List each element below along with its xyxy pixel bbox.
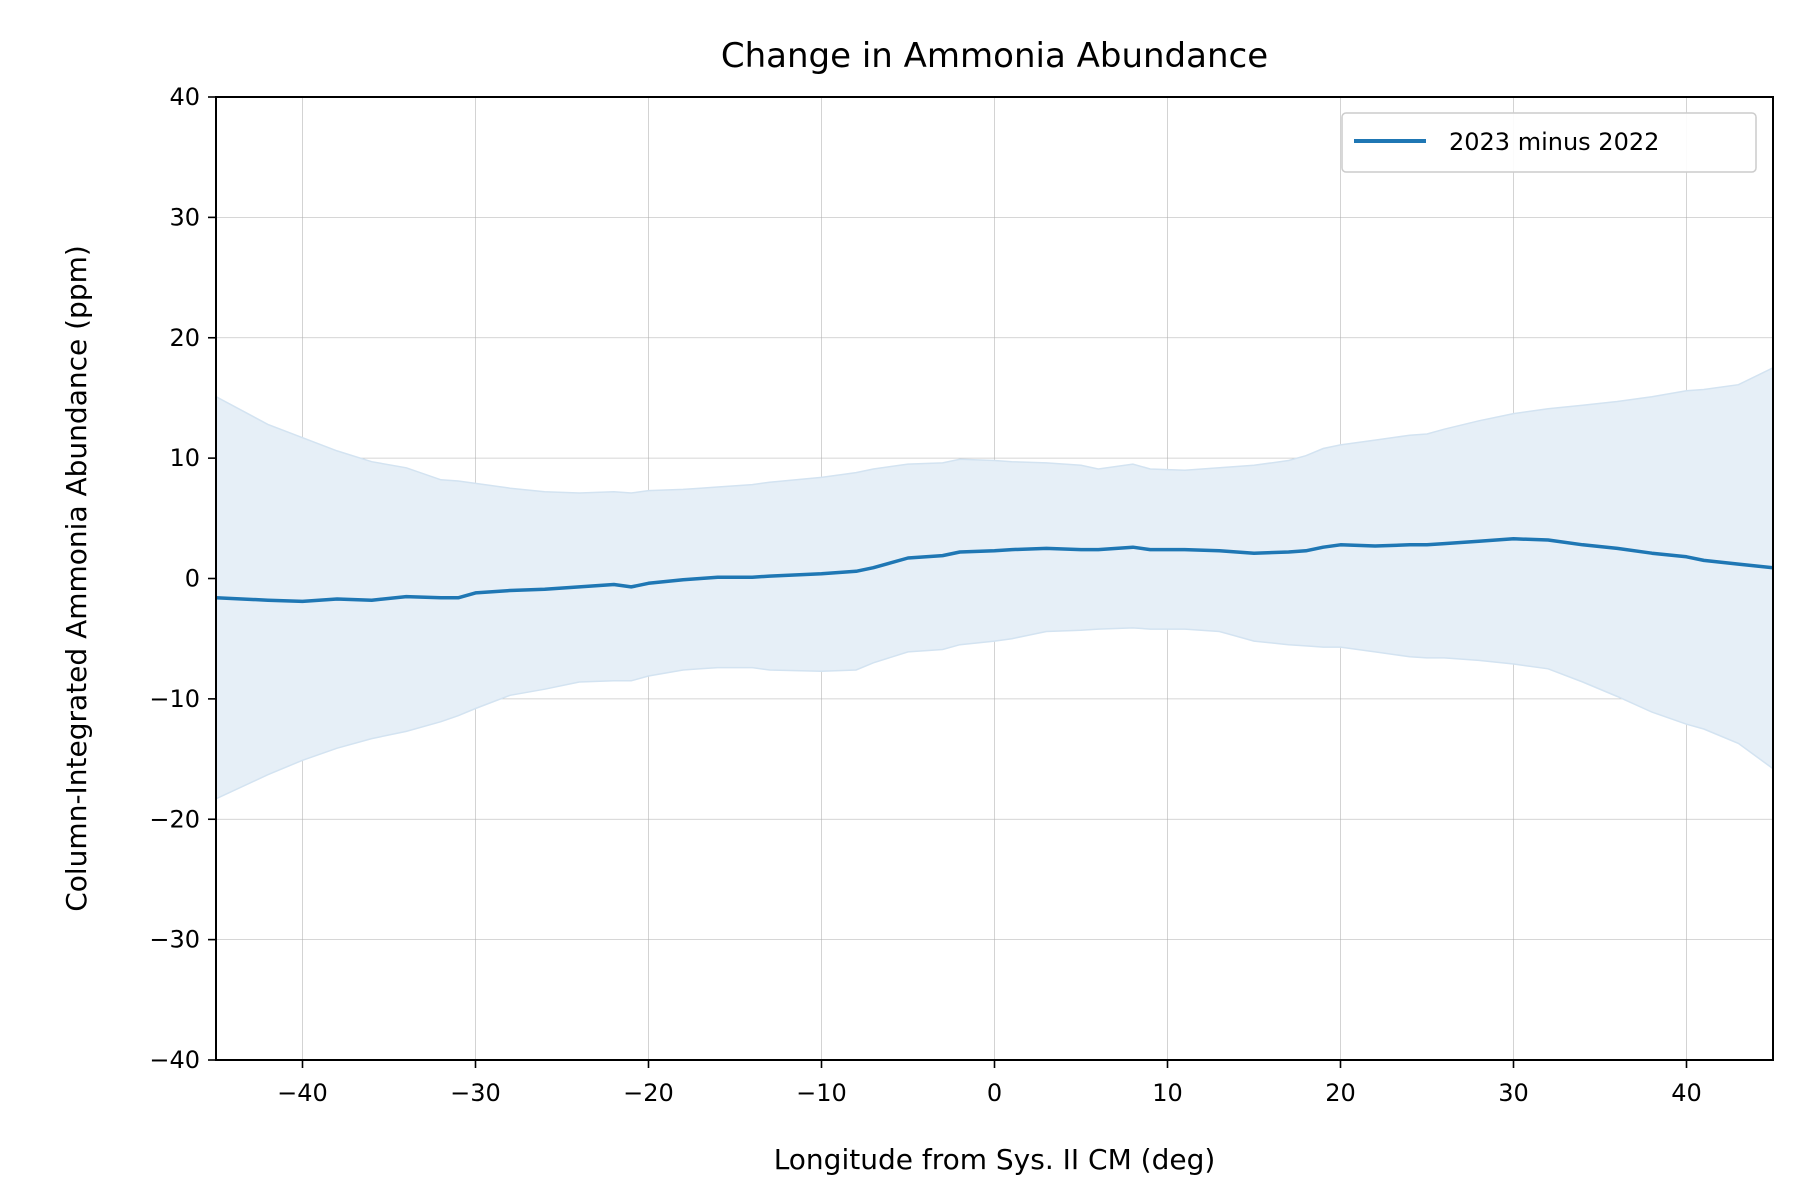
x-axis-label: Longitude from Sys. II CM (deg) — [774, 1143, 1216, 1176]
x-tick-label: −20 — [623, 1079, 674, 1107]
y-tick-label: −10 — [149, 685, 200, 713]
y-tick-label: 0 — [185, 565, 200, 593]
x-tick-label: 10 — [1152, 1079, 1183, 1107]
y-tick-label: −40 — [149, 1046, 200, 1074]
x-tick-label: 30 — [1498, 1079, 1529, 1107]
x-tick-label: −40 — [277, 1079, 328, 1107]
y-tick-label: 40 — [169, 83, 200, 111]
y-tick-label: 20 — [169, 324, 200, 352]
y-tick-label: −20 — [149, 805, 200, 833]
y-tick-label: −30 — [149, 926, 200, 954]
x-tick-label: 0 — [987, 1079, 1002, 1107]
uncertainty-band — [216, 366, 1773, 800]
plot-area — [216, 366, 1773, 800]
y-tick-label: 10 — [169, 444, 200, 472]
y-tick-label: 30 — [169, 203, 200, 231]
legend-box — [1341, 112, 1757, 173]
legend: 2023 minus 2022 — [1341, 112, 1757, 173]
x-tick-label: −30 — [450, 1079, 501, 1107]
y-axis-ticks: −40 −30 −20 −10 0 10 20 30 40 — [149, 83, 216, 1074]
x-axis-ticks: −40 −30 −20 −10 0 10 20 30 40 — [277, 1060, 1702, 1107]
chart-title: Change in Ammonia Abundance — [721, 36, 1268, 76]
y-axis-label: Column-Integrated Ammonia Abundance (ppm… — [60, 245, 93, 912]
x-tick-label: 40 — [1671, 1079, 1702, 1107]
x-tick-label: −10 — [796, 1079, 847, 1107]
x-tick-label: 20 — [1325, 1079, 1356, 1107]
series-line — [216, 537, 1773, 604]
legend-entry-label: 2023 minus 2022 — [1449, 128, 1659, 156]
